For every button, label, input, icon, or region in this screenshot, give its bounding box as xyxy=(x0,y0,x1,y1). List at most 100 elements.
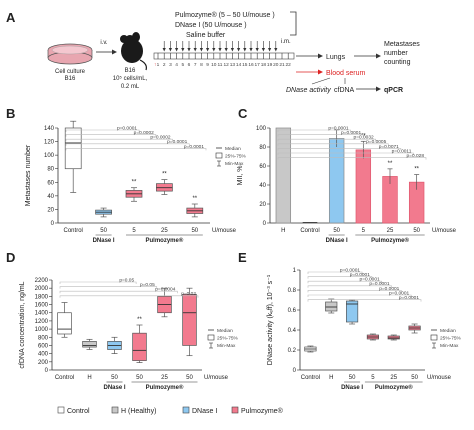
pvalue-label: p=0.0001 xyxy=(369,281,389,287)
legend-iqr-label: 25%-75% xyxy=(217,336,239,342)
metastases-label: Metastases number counting xyxy=(384,41,420,66)
significance-stars: ** xyxy=(388,161,393,167)
timeline-day-label: 5 xyxy=(181,62,184,68)
legend-swatch-control xyxy=(57,406,65,414)
box-iqr xyxy=(132,332,147,361)
legend-swatch-healthy xyxy=(111,406,119,414)
timeline-start-marker: ↑ xyxy=(154,63,156,68)
x-tick-label: 50 xyxy=(186,375,193,381)
timeline-day-label: 6 xyxy=(188,62,191,68)
y-tick-label: 600 xyxy=(38,343,49,349)
x-tick-label: Control xyxy=(55,375,74,381)
timeline-day-label: 7 xyxy=(194,62,197,68)
pvalue-label: p=0.0071 xyxy=(379,144,399,150)
arrow-head-icon xyxy=(112,49,117,55)
x-tick-label: 25 xyxy=(390,375,397,381)
pvalue-label: p=0.0001 xyxy=(350,272,370,278)
bar xyxy=(328,138,345,224)
box-iqr xyxy=(387,335,400,340)
pvalue-bracket xyxy=(59,286,158,289)
timeline-day-label: 12 xyxy=(224,62,230,68)
arrow-to-dnase-activity xyxy=(311,77,331,85)
x-tick-label: 25 xyxy=(161,375,168,381)
injection-arrow-head-icon xyxy=(224,48,228,52)
cell-line-label: B16 xyxy=(65,76,76,82)
pvalue-bracket xyxy=(307,294,412,297)
x-tick-label: H xyxy=(329,375,333,381)
pvalue-label: p=0.0001 xyxy=(328,125,348,131)
timeline-day-label: 8 xyxy=(200,62,203,68)
injection-arrow-head-icon xyxy=(168,48,172,52)
pvalue-label: p=0.0001 xyxy=(360,277,380,283)
x-tick-label: 5 xyxy=(362,228,366,234)
x-unit-label: U/mouse xyxy=(212,228,237,234)
y-tick-label: 800 xyxy=(38,335,49,341)
panel-a: A Cell culture B16 i.v. B16 10⁵ cells/mL… xyxy=(6,10,420,94)
pvalue-label: p=0.0032 xyxy=(354,135,374,141)
y-tick-label: 100 xyxy=(256,126,267,132)
y-tick-label: 1 xyxy=(293,268,297,274)
legend-minmax-label: Min-Max xyxy=(217,343,236,349)
pvalue-label: p=0.0001 xyxy=(399,295,419,301)
treatment-saline-label: Saline buffer xyxy=(186,32,226,39)
bar xyxy=(275,127,292,224)
y-tick-label: 60 xyxy=(259,164,266,170)
box-iqr xyxy=(325,301,338,312)
legend-swatch-pulmozyme xyxy=(231,406,239,414)
x-tick-label: H xyxy=(87,375,91,381)
pvalue-bracket xyxy=(307,276,373,279)
legend-iqr-box xyxy=(207,334,215,341)
legend-healthy-label: H (Healthy) xyxy=(121,408,156,415)
x-tick-label: H xyxy=(281,228,285,234)
pvalue-label: p=0.028 xyxy=(407,153,425,159)
pvalue-bracket xyxy=(65,143,190,146)
injection-arrow-head-icon xyxy=(237,48,241,52)
timeline-day-label: 3 xyxy=(169,62,172,68)
pvalue-bracket xyxy=(59,295,199,298)
legend-iqr-box xyxy=(215,152,223,159)
group-label-dnase: DNase I xyxy=(93,238,115,244)
pvalue-label: p=0.0001 xyxy=(389,290,409,296)
x-tick-label: Control xyxy=(300,228,319,234)
legend-median-label: Median xyxy=(225,146,241,152)
x-tick-label: Control xyxy=(301,375,320,381)
legend-minmax-label: Min-Max xyxy=(440,343,459,349)
im-route-label: i.m. xyxy=(281,39,291,45)
panel-a-letter: A xyxy=(6,10,16,25)
group-label-dnase: DNase I xyxy=(326,238,348,244)
pvalue-bracket xyxy=(307,299,422,302)
y-tick-label: 80 xyxy=(47,167,54,173)
x-unit-label: U/mouse xyxy=(204,375,229,381)
y-tick-label: 1000 xyxy=(35,327,49,333)
pvalue-bracket xyxy=(65,129,140,132)
legend-iqr-box xyxy=(430,334,438,341)
pvalue-label: p=0.0001 xyxy=(341,130,361,136)
x-unit-label: U/mouse xyxy=(432,228,457,234)
injection-arrow-head-icon xyxy=(206,48,210,52)
timeline-day-label: 20 xyxy=(273,62,279,68)
panel-e-chart: 0 0.2 0.4 0.6 0.8 1 DNase activity (kₑff), 10⁻… xyxy=(267,267,462,391)
legend-pulmozyme-label: Pulmozyme® xyxy=(241,407,284,415)
y-tick-label: 100 xyxy=(44,153,55,159)
y-tick-label: 0 xyxy=(293,368,297,374)
injection-arrow-head-icon xyxy=(261,48,265,52)
im-bracket xyxy=(290,11,297,36)
y-tick-label: 0.8 xyxy=(288,288,297,294)
y-axis-title: DNase activity (kₑff), 10⁻³ s⁻¹ xyxy=(267,274,274,365)
group-label-pulmozyme: Pulmozyme® xyxy=(146,384,184,391)
pvalue-bracket xyxy=(307,280,383,284)
arrow-head-icon xyxy=(318,53,323,59)
y-tick-label: 0 xyxy=(263,221,267,227)
x-tick-label: 50 xyxy=(411,375,418,381)
x-tick-label: 50 xyxy=(413,228,420,234)
y-axis-title: Metastases number xyxy=(25,144,32,206)
y-tick-label: 0.6 xyxy=(288,308,297,314)
pvalue-label: p=0.0004 xyxy=(155,287,175,293)
x-tick-label: 5 xyxy=(132,228,136,234)
box-iqr xyxy=(182,293,197,346)
y-tick-label: 400 xyxy=(38,352,49,358)
x-tick-label: 25 xyxy=(161,228,168,234)
significance-stars: ** xyxy=(414,167,419,173)
pvalue-label: p=0.02 xyxy=(181,291,196,297)
